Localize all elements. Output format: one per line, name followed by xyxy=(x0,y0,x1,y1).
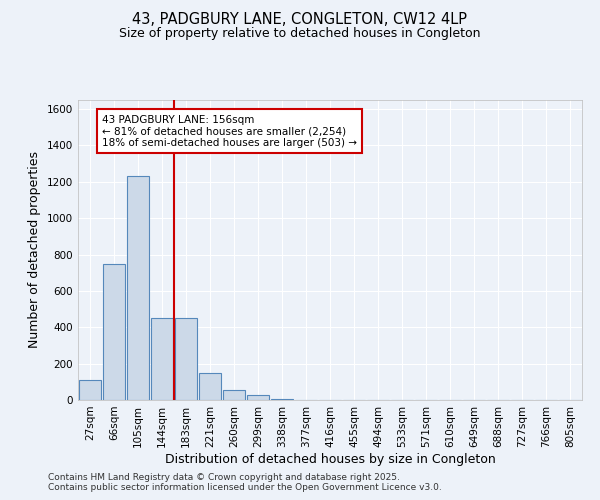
Bar xyxy=(175,318,197,400)
Bar xyxy=(79,380,101,400)
Bar xyxy=(103,264,125,400)
Bar xyxy=(271,398,293,400)
Bar xyxy=(199,372,221,400)
Text: 43 PADGBURY LANE: 156sqm
← 81% of detached houses are smaller (2,254)
18% of sem: 43 PADGBURY LANE: 156sqm ← 81% of detach… xyxy=(102,114,357,148)
X-axis label: Distribution of detached houses by size in Congleton: Distribution of detached houses by size … xyxy=(164,452,496,466)
Y-axis label: Number of detached properties: Number of detached properties xyxy=(28,152,41,348)
Bar xyxy=(151,318,173,400)
Text: Contains HM Land Registry data © Crown copyright and database right 2025.
Contai: Contains HM Land Registry data © Crown c… xyxy=(48,473,442,492)
Text: Size of property relative to detached houses in Congleton: Size of property relative to detached ho… xyxy=(119,28,481,40)
Bar xyxy=(247,394,269,400)
Text: 43, PADGBURY LANE, CONGLETON, CW12 4LP: 43, PADGBURY LANE, CONGLETON, CW12 4LP xyxy=(133,12,467,28)
Bar xyxy=(223,390,245,400)
Bar xyxy=(127,176,149,400)
